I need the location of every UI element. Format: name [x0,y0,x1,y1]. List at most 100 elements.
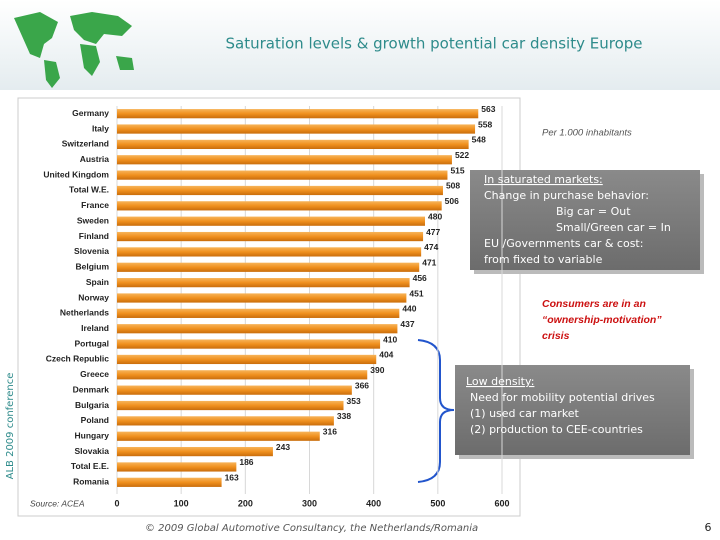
category-label: Austria [80,154,110,164]
category-label: Ireland [81,323,109,333]
box2 [455,365,690,455]
bar [117,446,273,457]
value-label: 440 [402,304,416,314]
bar [117,139,469,150]
value-label: 186 [239,457,253,467]
category-label: Total E.E. [71,461,109,471]
bar [117,385,352,395]
bar [117,462,237,472]
value-label: 316 [323,426,337,436]
value-label: 508 [446,181,460,191]
category-label: Portugal [75,338,109,348]
value-label: 410 [383,334,397,344]
bar [117,247,422,257]
category-label: Romania [73,477,109,487]
chart-frame [17,97,521,517]
x-tick-label: 300 [302,498,317,508]
bar [117,308,400,318]
box1-line: Change in purchase behavior: [484,189,649,202]
category-label: Total W.E. [69,185,109,195]
value-label: 243 [276,442,290,452]
category-label: Norway [78,292,109,302]
value-label: 480 [428,211,442,221]
page-number: 6 [705,521,712,534]
bar [117,416,334,426]
value-label: 471 [422,258,436,268]
box2-line: Need for mobility potential drives [470,391,655,404]
category-label: Czech Republic [46,354,110,364]
crisis_note-line: Consumers are in an [542,298,646,310]
box1-line: Small/Green car = In [556,221,671,234]
slide-title: Saturation levels & growth potential car… [225,35,642,53]
category-label: Denmark [73,384,110,394]
bar [117,231,424,242]
value-label: 390 [370,365,384,375]
bar [117,124,476,134]
value-label: 404 [379,350,393,360]
value-label: 437 [400,319,414,329]
bar [117,324,398,334]
bar [117,400,344,411]
brace [417,339,455,483]
x-tick-label: 600 [494,498,509,508]
bar [117,293,407,303]
value-label: 366 [355,380,369,390]
category-label: Spain [86,277,109,287]
category-label: Belgium [75,262,109,272]
x-tick-label: 0 [114,498,119,508]
category-label: Poland [81,415,109,425]
category-label: Netherlands [60,308,109,318]
bar [117,216,425,226]
bar [117,262,420,272]
value-label: 474 [424,242,438,252]
bar [117,431,320,441]
box2-line: (1) used car market [470,407,580,420]
x-tick-label: 500 [430,498,445,508]
box2-line: Low density: [466,375,534,388]
category-label: Germany [72,108,109,118]
category-label: Hungary [75,430,110,440]
x-tick-label: 200 [238,498,253,508]
box1 [470,170,700,270]
bar [117,201,442,211]
category-label: Italy [92,123,109,133]
category-label: Bulgaria [75,400,109,410]
bar [117,278,410,288]
value-label: 451 [409,288,423,298]
bar [117,354,377,365]
bar [117,339,381,349]
box1-line: Big car = Out [556,205,631,218]
value-label: 477 [426,227,440,237]
footer: © 2009 Global Automotive Consultancy, th… [145,523,478,534]
header-band [0,0,720,90]
bar [117,477,222,487]
category-label: Sweden [77,215,109,225]
box1-line: from fixed to variable [484,253,603,266]
value-label: 163 [225,473,239,483]
value-label: 456 [413,273,427,283]
value-label: 522 [455,150,469,160]
value-label: 563 [481,104,495,114]
category-label: Slovakia [75,446,110,456]
unit-note: Per 1.000 inhabitants [542,128,632,139]
value-label: 558 [478,119,492,129]
bar [117,155,452,165]
box1-line: EU /Governments car & cost: [484,237,643,250]
side-label: ALB 2009 conference [5,373,16,480]
category-label: Finland [79,231,109,241]
category-label: Slovenia [74,246,109,256]
box1-line: In saturated markets: [484,173,603,186]
category-label: France [81,200,109,210]
x-tick-label: 100 [174,498,189,508]
category-label: Greece [80,369,109,379]
category-label: Switzerland [62,139,109,149]
value-label: 515 [450,165,464,175]
source: Source: ACEA [30,498,85,508]
crisis_note-line: “ownership-motivation” [542,314,662,326]
bar [117,185,443,196]
value-label: 506 [445,196,459,206]
category-label: United Kingdom [43,169,109,179]
box2-line: (2) production to CEE-countries [470,423,643,436]
